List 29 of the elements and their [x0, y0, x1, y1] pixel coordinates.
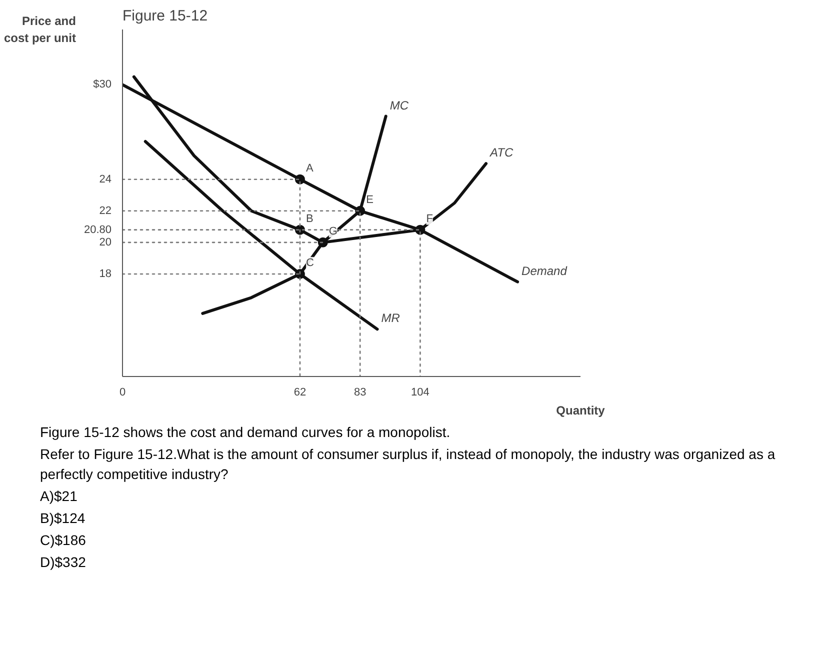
- series-label: Demand: [522, 264, 568, 278]
- y-axis-title: Price and cost per unit: [4, 14, 76, 45]
- series-label: MC: [390, 98, 409, 112]
- annotation: G: [328, 225, 338, 238]
- y-tick-label: 20.80: [84, 224, 112, 236]
- caption: Figure 15-12 shows the cost and demand curves for a monopolist.: [40, 423, 450, 442]
- text: Refer to Figure 15-12.What is the amount of consumer surplus if, instead of monopoly, the industry was organized as a perfectly competitive industry?: [40, 445, 776, 484]
- annotation: A: [306, 162, 314, 174]
- annotation: E: [366, 194, 374, 206]
- x-tick-label: 83: [354, 386, 366, 398]
- x-tick-label: 104: [411, 386, 430, 398]
- text: C)$186: [40, 531, 86, 550]
- annotation: F: [426, 212, 434, 225]
- text: B)$124: [40, 509, 86, 528]
- series-label: ATC: [489, 146, 514, 160]
- chart-title: Figure 15-12: [122, 8, 208, 24]
- text: D)$332: [40, 553, 86, 572]
- annotation: B: [306, 212, 314, 225]
- y-tick-label: $30: [93, 78, 112, 91]
- x-axis-title: Quantity: [556, 404, 606, 418]
- y-tick-label: 18: [99, 268, 112, 280]
- x-tick-label: 0: [119, 386, 126, 398]
- annotation: C: [306, 256, 314, 269]
- y-tick-label: 20: [99, 236, 112, 248]
- y-tick-label: 22: [99, 204, 112, 217]
- y-tick-label: 24: [99, 173, 112, 186]
- x-tick-label: 62: [294, 386, 306, 398]
- text: A)$21: [40, 487, 78, 506]
- series-label: MR: [381, 311, 400, 326]
